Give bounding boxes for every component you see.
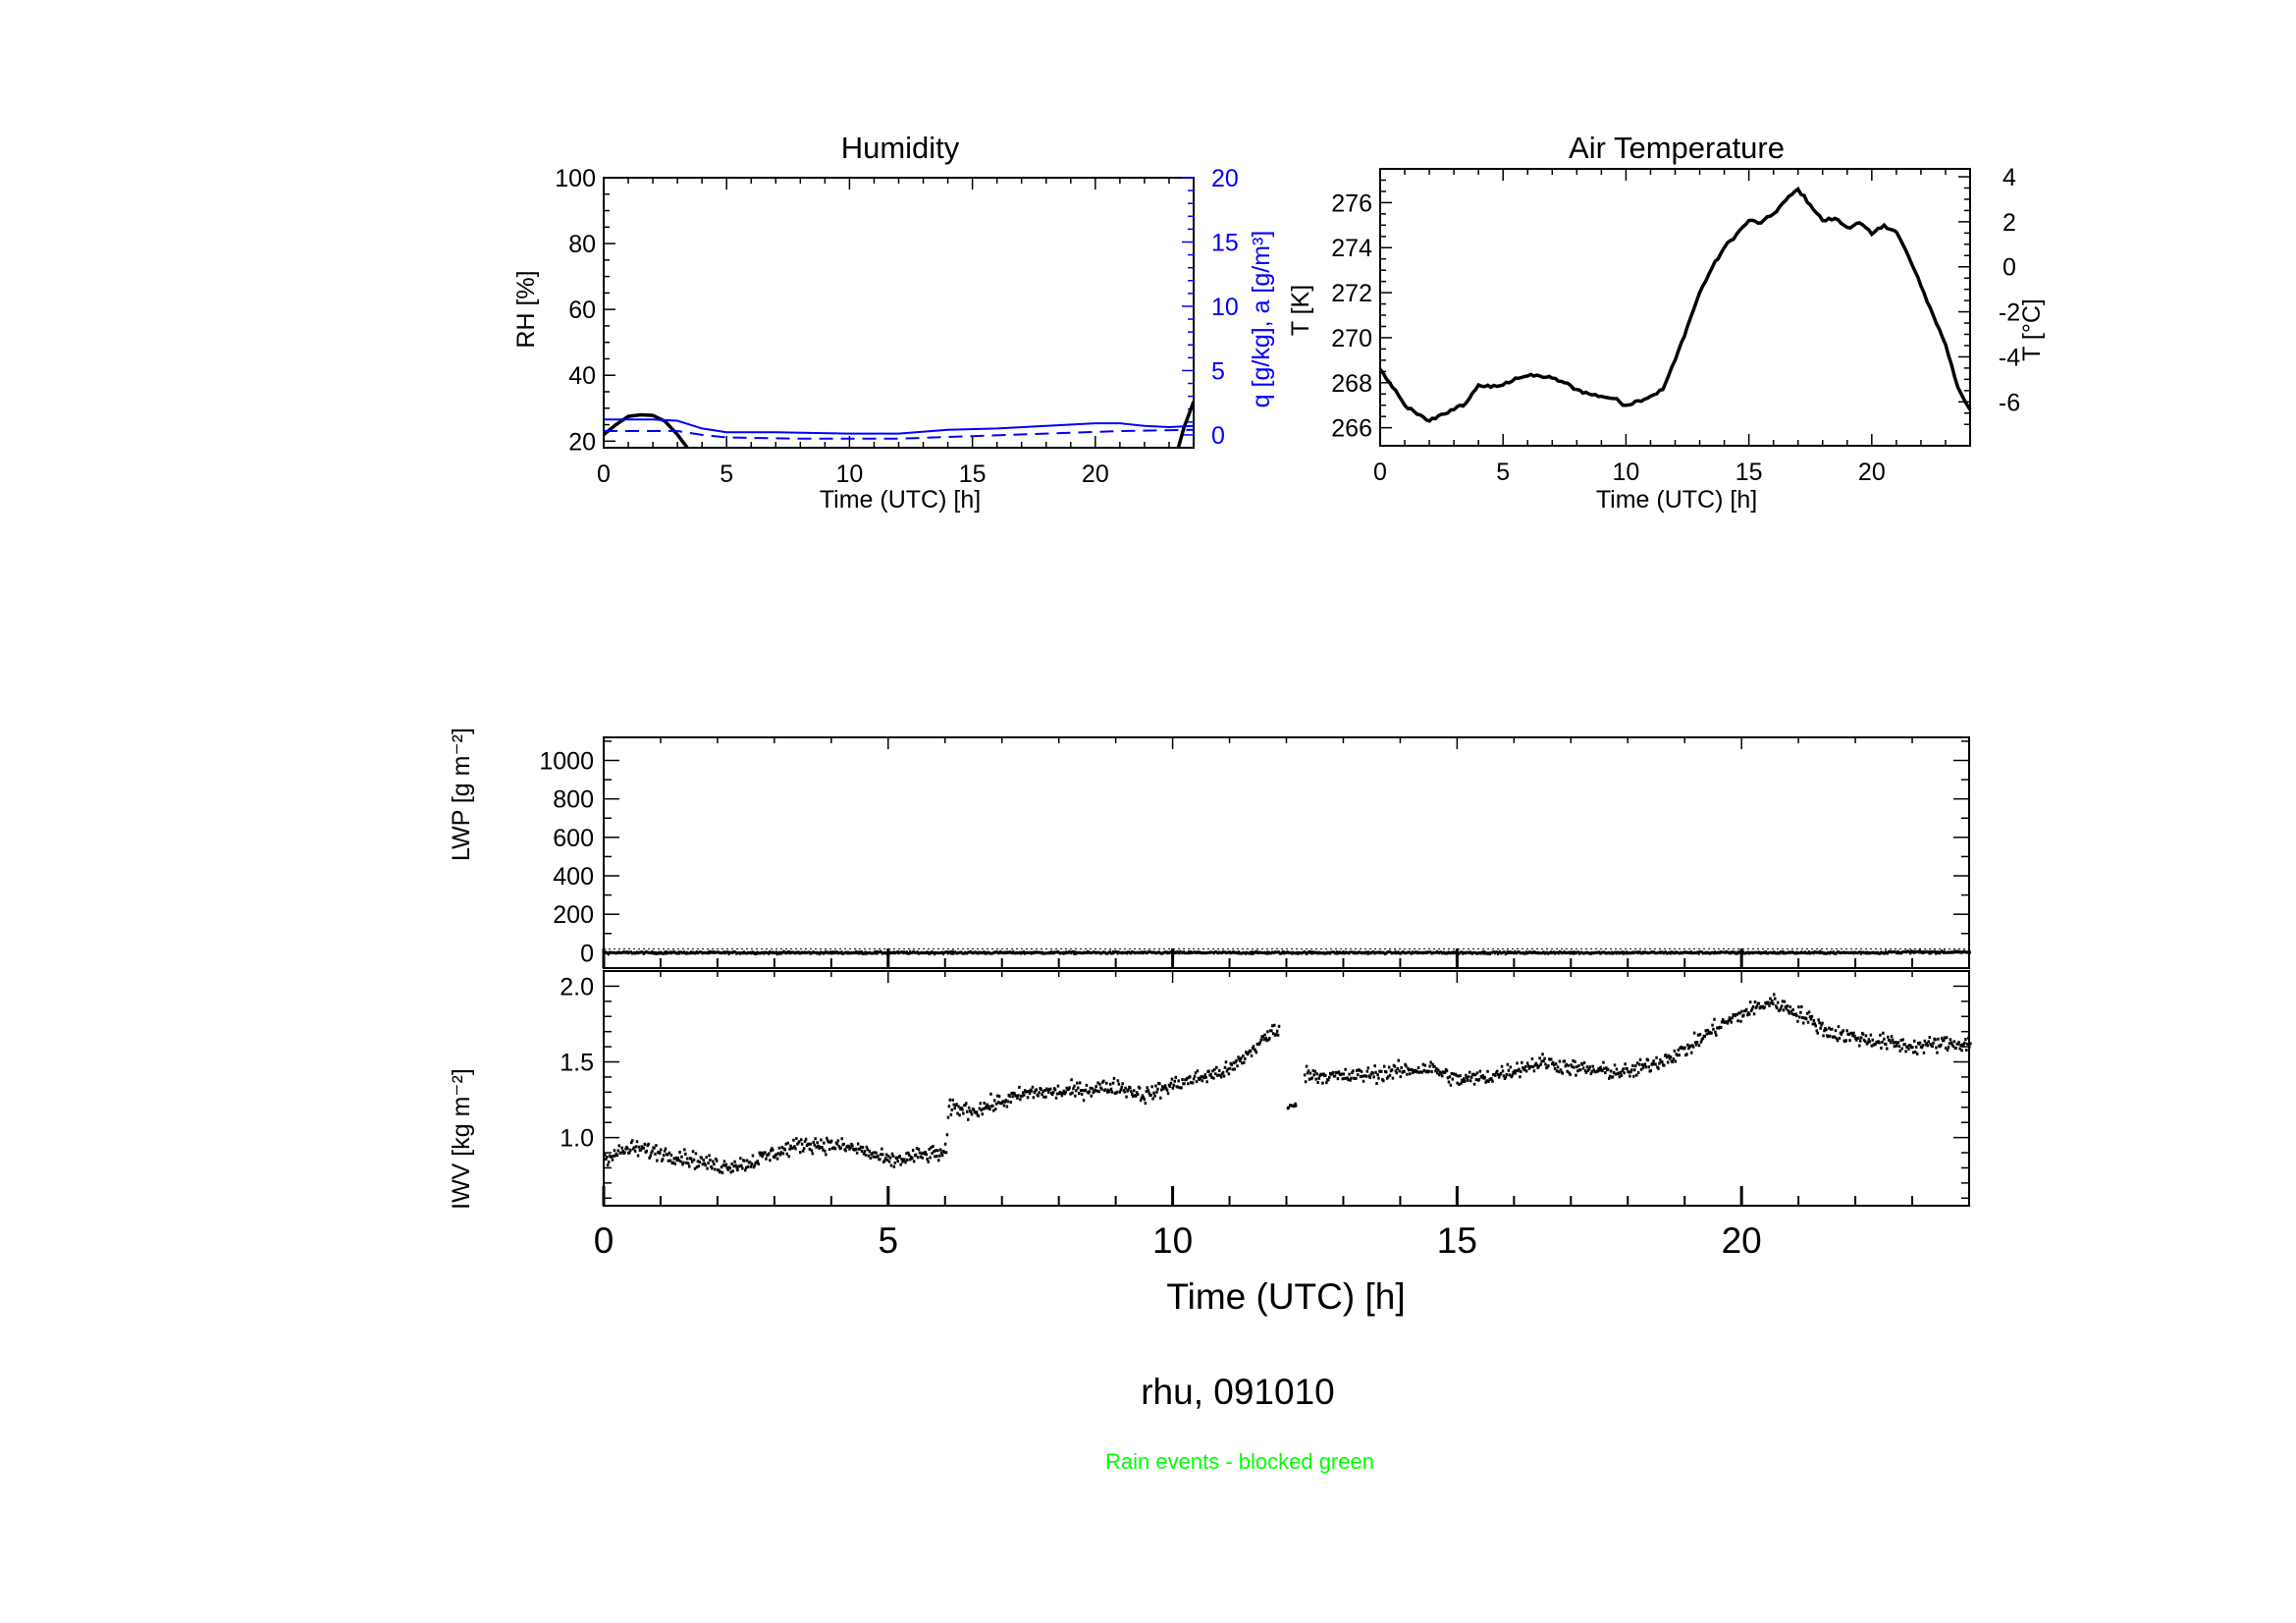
lwp-panel: LWP [g m⁻²] 0 200 400 600 800 1000 xyxy=(448,728,1971,969)
humidity-xtick-label: 10 xyxy=(836,460,864,488)
iwv-xtick-label: 15 xyxy=(1437,1220,1477,1261)
temperature-ytick-label: 266 xyxy=(1331,415,1372,443)
temperature-y2tick-label: -6 xyxy=(1999,389,2020,416)
humidity-xlabel: Time (UTC) [h] xyxy=(820,486,981,514)
iwv-xtick-label: 20 xyxy=(1722,1220,1762,1261)
lwp-ytick-label: 1000 xyxy=(539,748,594,776)
temperature-ytick-label: 268 xyxy=(1331,370,1372,398)
lwp-ytick-label: 400 xyxy=(553,863,594,891)
humidity-xtick-label: 0 xyxy=(597,460,611,488)
iwv-ytick-label: 2.0 xyxy=(560,973,594,1001)
humidity-series-RH xyxy=(604,412,690,448)
temperature-y2tick-label: 2 xyxy=(2002,209,2016,237)
lwp-ytick-label: 800 xyxy=(553,786,594,814)
temperature-ylabel2: T [°C] xyxy=(2018,298,2046,361)
humidity-y2tick-label: 10 xyxy=(1211,294,1239,321)
humidity-panel: Humidity Time (UTC) [h] RH [%] q [g/kg],… xyxy=(512,131,1275,514)
lwp-ylabel: LWP [g m⁻²] xyxy=(448,728,475,861)
station-label: rhu, 091010 xyxy=(1141,1372,1335,1412)
temperature-xtick-label: 20 xyxy=(1858,459,1886,486)
temperature-title: Air Temperature xyxy=(1569,131,1785,165)
lwp-ytick-label: 600 xyxy=(553,825,594,852)
humidity-xtick-label: 20 xyxy=(1082,460,1109,488)
temperature-ylabel: T [K] xyxy=(1287,285,1314,336)
lwp-ytick-label: 200 xyxy=(553,901,594,929)
humidity-xtick-label: 15 xyxy=(959,460,987,488)
temperature-y2tick-label: -2 xyxy=(1999,299,2020,327)
iwv-data-points xyxy=(604,993,1972,1174)
humidity-xtick-label: 5 xyxy=(720,460,733,488)
humidity-ytick-label: 40 xyxy=(568,362,596,390)
lwp-ytick-label: 0 xyxy=(580,940,594,967)
lwp-data-points xyxy=(604,948,1971,956)
humidity-ytick-label: 20 xyxy=(568,428,596,456)
temperature-xtick-label: 15 xyxy=(1735,459,1763,486)
temperature-xtick-label: 10 xyxy=(1613,459,1640,486)
humidity-y2tick-label: 5 xyxy=(1211,357,1225,385)
temperature-panel: Air Temperature Time (UTC) [h] T [K] T [… xyxy=(1287,131,2046,514)
temperature-ytick-label: 276 xyxy=(1331,189,1372,217)
temperature-plot-frame xyxy=(1379,168,1971,447)
iwv-ytick-label: 1.5 xyxy=(560,1050,594,1077)
humidity-ylabel: RH [%] xyxy=(512,270,540,348)
temperature-xtick-label: 0 xyxy=(1373,459,1387,486)
iwv-xtick-label: 10 xyxy=(1152,1220,1193,1261)
humidity-y2tick-label: 0 xyxy=(1211,422,1225,450)
humidity-ytick-label: 60 xyxy=(568,297,596,324)
iwv-ylabel: IWV [kg m⁻²] xyxy=(448,1068,475,1210)
temperature-y2tick-label: -4 xyxy=(1999,344,2020,371)
humidity-y2tick-label: 15 xyxy=(1211,229,1239,256)
humidity-series-q xyxy=(604,418,1194,435)
temperature-series-T xyxy=(1378,187,1972,423)
humidity-plot-frame xyxy=(603,177,1195,449)
iwv-panel: IWV [kg m⁻²] Time (UTC) [h] 1.0 1.5 2.0 0 5 1… xyxy=(448,970,1972,1317)
humidity-title: Humidity xyxy=(841,131,960,165)
temperature-y2tick-label: 0 xyxy=(2002,254,2016,282)
temperature-ytick-label: 274 xyxy=(1331,235,1372,262)
humidity-ytick-label: 80 xyxy=(568,231,596,258)
temperature-xtick-label: 5 xyxy=(1496,459,1510,486)
humidity-y2tick-label: 20 xyxy=(1211,165,1239,192)
temperature-xlabel: Time (UTC) [h] xyxy=(1596,486,1757,514)
humidity-series-RH xyxy=(1176,401,1194,448)
humidity-ytick-label: 100 xyxy=(555,165,596,192)
lwp-plot-frame xyxy=(603,736,1970,969)
iwv-xtick-label: 0 xyxy=(594,1220,614,1261)
humidity-ylabel2: q [g/kg], a [g/m³] xyxy=(1248,231,1275,408)
temperature-ytick-label: 270 xyxy=(1331,325,1372,352)
temperature-y2tick-label: 4 xyxy=(2002,164,2016,191)
iwv-ytick-label: 1.0 xyxy=(560,1125,594,1153)
rain-note: Rain events - blocked green xyxy=(1105,1449,1374,1474)
temperature-ytick-label: 272 xyxy=(1331,280,1372,307)
iwv-xlabel: Time (UTC) [h] xyxy=(1166,1276,1405,1317)
iwv-xtick-label: 5 xyxy=(879,1220,899,1261)
humidity-series-a xyxy=(604,428,1194,440)
